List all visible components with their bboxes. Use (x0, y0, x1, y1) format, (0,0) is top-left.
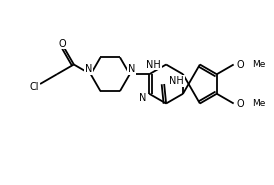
Text: N: N (139, 93, 146, 103)
Text: Me: Me (252, 60, 265, 69)
Text: NH: NH (146, 60, 161, 70)
Text: O: O (58, 39, 66, 49)
Text: N: N (85, 64, 92, 74)
Text: Cl: Cl (29, 82, 39, 92)
Text: Me: Me (252, 99, 265, 108)
Text: NH: NH (169, 76, 184, 86)
Text: N: N (128, 64, 135, 74)
Text: O: O (237, 98, 244, 108)
Text: O: O (237, 60, 244, 70)
